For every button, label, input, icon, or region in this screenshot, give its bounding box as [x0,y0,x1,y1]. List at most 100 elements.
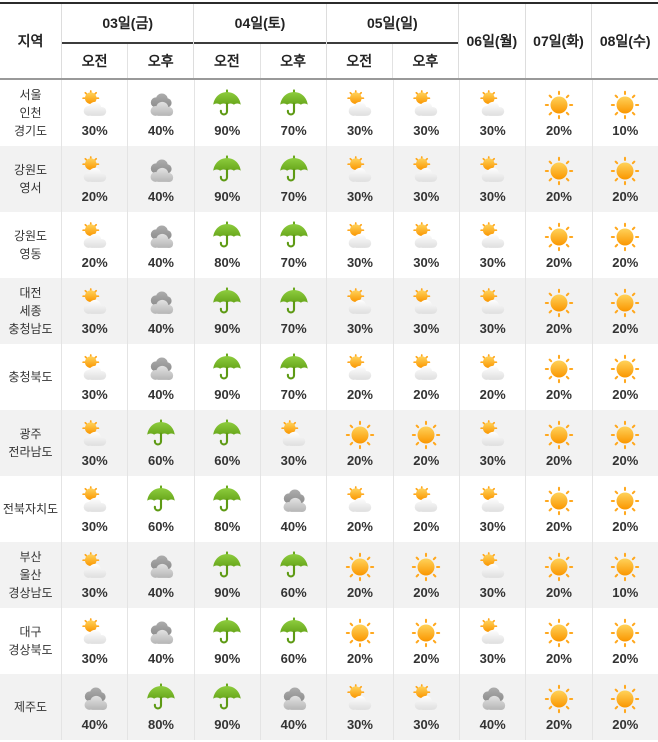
partly-cloudy-icon [78,220,112,254]
day-label-fri: 03일(금) [62,4,194,44]
forecast-cell: 60% [261,608,328,674]
region-name-line: 대구 [19,625,42,639]
table-row: 대구 경상북도 30% 40% 90% 60% 20% 20% 30% 20% 20% [0,608,658,674]
precip-probability: 30% [413,122,440,138]
partly-cloudy-icon [409,352,443,386]
partly-cloudy-icon [343,484,377,518]
day-label-sat: 04일(토) [194,4,326,44]
table-row: 제주도 40% 80% 90% 40% 30% 30% 40% 20% 20% [0,674,658,740]
precip-probability: 90% [214,188,241,204]
forecast-cell: 20% [62,146,129,212]
sunny-icon [542,484,576,518]
precip-probability: 90% [214,584,241,600]
rain-umbrella-icon [210,352,244,386]
table-body: 서울 인천 경기도 30% 40% 90% 70% 30% 30% 30% 20% 10% 강원도 영서 2… [0,80,658,740]
forecast-cell: 60% [128,410,195,476]
region-name: 부산 울산 경상남도 [0,542,62,608]
region-name-line: 울산 [19,568,42,582]
precip-probability: 20% [545,716,572,732]
region-name: 서울 인천 경기도 [0,80,62,146]
precip-probability: 40% [147,386,174,402]
day-group-fri: 03일(금) 오전 오후 [62,4,195,78]
day-group-sat: 04일(토) 오전 오후 [194,4,327,78]
forecast-cell: 30% [261,410,328,476]
region-name-line: 경상북도 [8,643,53,657]
precip-probability: 30% [413,254,440,270]
region-name-line: 부산 [19,550,42,564]
sunny-icon [542,88,576,122]
sunny-icon [608,484,642,518]
sunny-icon [608,616,642,650]
precip-probability: 40% [147,584,174,600]
precip-probability: 20% [413,650,440,666]
precip-probability: 20% [479,386,506,402]
precip-probability: 20% [545,320,572,336]
region-name-line: 전라남도 [8,445,53,459]
forecast-cell: 30% [394,674,460,740]
precip-probability: 20% [413,386,440,402]
sunny-icon [608,220,642,254]
precip-probability: 20% [413,518,440,534]
ampm-row: 오전 오후 [62,44,193,78]
precip-probability: 20% [545,584,572,600]
precip-probability: 20% [545,386,572,402]
rain-umbrella-icon [210,484,244,518]
precip-probability: 30% [81,386,108,402]
rain-umbrella-icon [144,484,178,518]
forecast-cell: 90% [195,344,261,410]
forecast-cell: 30% [394,278,460,344]
precip-probability: 20% [545,122,572,138]
partly-cloudy-icon [343,286,377,320]
forecast-cell: 20% [526,212,593,278]
forecast-cell: 40% [128,344,195,410]
precip-probability: 30% [346,188,373,204]
table-row: 강원도 영동 20% 40% 80% 70% 30% 30% 30% 20% 20% [0,212,658,278]
precip-probability: 30% [479,254,506,270]
forecast-cell: 30% [394,80,460,146]
forecast-cell: 30% [460,278,527,344]
forecast-cell: 20% [593,410,658,476]
precip-probability: 70% [280,254,307,270]
partly-cloudy-icon [409,682,443,716]
region-name: 제주도 [0,674,62,740]
forecast-cell: 20% [526,410,593,476]
forecast-cell: 30% [327,212,394,278]
rain-umbrella-icon [210,88,244,122]
region-name-line: 충청남도 [8,322,53,336]
table-row: 전북자치도 30% 60% 80% 40% 20% 20% 30% 20% 20% [0,476,658,542]
rain-umbrella-icon [144,418,178,452]
cloudy-icon [277,484,311,518]
sunny-icon [542,550,576,584]
forecast-cell: 20% [526,476,593,542]
precip-probability: 40% [147,254,174,270]
forecast-cell: 30% [460,410,527,476]
rain-umbrella-icon [277,616,311,650]
cloudy-icon [144,616,178,650]
precip-probability: 30% [479,452,506,468]
sunny-icon [608,154,642,188]
table-row: 부산 울산 경상남도 30% 40% 90% 60% 20% 20% 30% 20% 10% [0,542,658,608]
cloudy-icon [277,682,311,716]
precip-probability: 20% [545,518,572,534]
sunny-icon [542,286,576,320]
precip-probability: 20% [346,452,373,468]
cloudy-icon [78,682,112,716]
forecast-cell: 20% [327,542,394,608]
precip-probability: 40% [280,518,307,534]
forecast-cell: 30% [327,80,394,146]
precip-probability: 60% [214,452,241,468]
partly-cloudy-icon [409,154,443,188]
precip-probability: 40% [147,650,174,666]
forecast-cell: 20% [327,608,394,674]
day-label-sun: 05일(일) [326,4,458,44]
sunny-icon [343,418,377,452]
forecast-cell: 20% [593,344,658,410]
precip-probability: 40% [147,320,174,336]
rain-umbrella-icon [277,550,311,584]
forecast-cell: 20% [62,212,129,278]
precip-probability: 20% [612,518,639,534]
region-name: 강원도 영서 [0,146,62,212]
precip-probability: 30% [413,188,440,204]
rain-umbrella-icon [277,352,311,386]
precip-probability: 20% [612,716,639,732]
